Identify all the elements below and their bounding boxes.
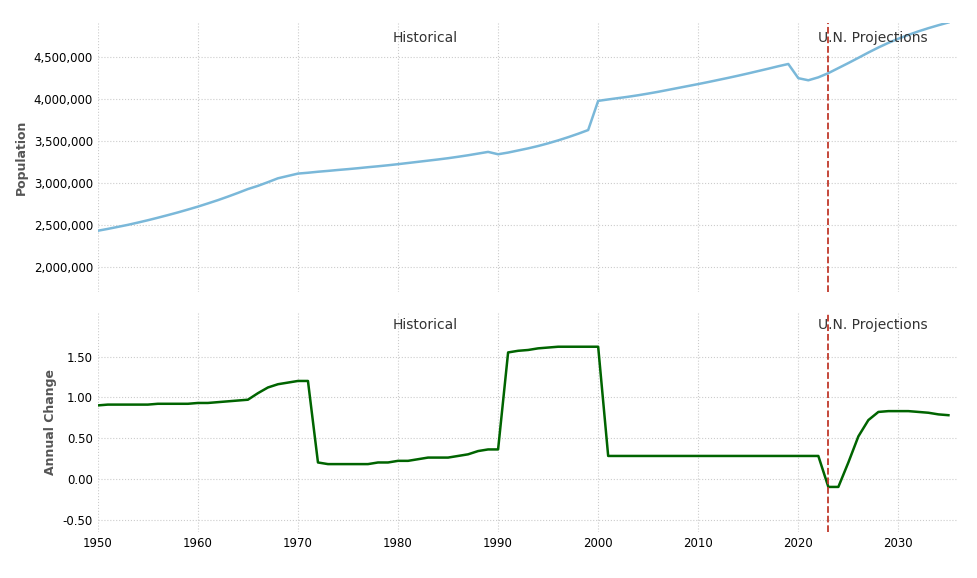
Text: Historical: Historical (392, 318, 457, 332)
Y-axis label: Population: Population (15, 120, 28, 195)
Y-axis label: Annual Change: Annual Change (44, 369, 57, 475)
Text: Historical: Historical (392, 31, 457, 45)
Text: U.N. Projections: U.N. Projections (817, 31, 926, 45)
Text: U.N. Projections: U.N. Projections (817, 318, 926, 332)
